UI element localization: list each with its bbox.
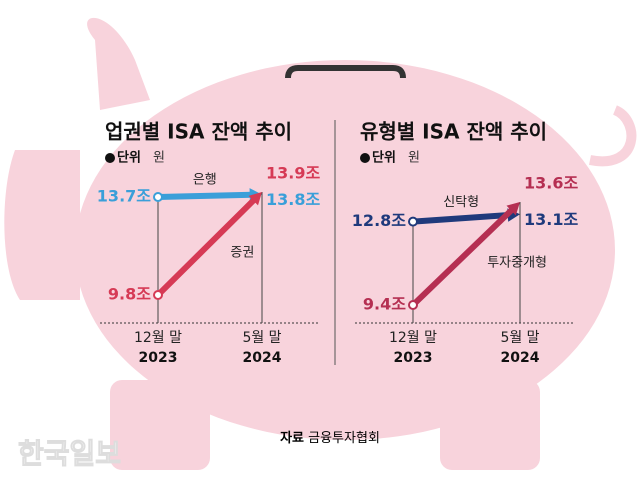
x-tick-label: 12월 말 [389, 330, 437, 346]
start-point [153, 290, 163, 300]
chart-title: 업권별 ISA 잔액 추이 [105, 120, 292, 144]
value-label: 12.8조 [352, 211, 406, 230]
series-line [155, 196, 258, 298]
value-label: 13.9조 [266, 164, 320, 183]
bullet [105, 153, 115, 163]
coin-slot [285, 65, 406, 79]
value-label: 13.1조 [524, 210, 578, 229]
value-label: 9.4조 [363, 295, 406, 314]
x-tick-year: 2023 [394, 350, 433, 366]
value-label: 9.8조 [108, 285, 151, 304]
series-line [157, 191, 253, 201]
x-tick-label: 5월 말 [500, 330, 539, 346]
x-tick-year: 2024 [501, 350, 540, 366]
value-label: 13.7조 [97, 187, 151, 206]
pig-body [75, 60, 615, 440]
unit: 원 [153, 151, 165, 166]
start-point [408, 216, 418, 227]
series-label: 증권 [230, 246, 254, 261]
pig-ear [87, 17, 150, 110]
source: 자료 금융투자협회 [280, 431, 380, 446]
series-label: 은행 [193, 171, 217, 187]
source-label: 자료 [280, 431, 304, 446]
x-tick-label: 12월 말 [134, 330, 182, 346]
chart-title: 유형별 ISA 잔액 추이 [360, 120, 547, 144]
arrowhead [248, 192, 262, 206]
arrowhead [506, 202, 520, 216]
bullet [360, 153, 370, 163]
x-tick-year: 2023 [139, 350, 178, 366]
piggy-bank [4, 17, 637, 470]
value-label: 13.6조 [524, 174, 578, 193]
watermark: 한국일보 [18, 437, 121, 470]
unit-label: 단위 [372, 150, 396, 166]
pig-leg [440, 380, 540, 470]
x-tick-label: 5월 말 [242, 330, 281, 346]
series-label: 신탁형 [443, 195, 479, 210]
series-line [412, 211, 511, 225]
x-tick-year: 2024 [243, 350, 282, 366]
start-point [153, 192, 163, 203]
value-label: 13.8조 [266, 190, 320, 209]
pig-snout [4, 150, 80, 300]
start-point [408, 300, 418, 310]
series-line [410, 206, 516, 308]
unit-label: 단위 [117, 150, 141, 166]
pig-leg [110, 380, 210, 470]
source-name: 금융투자협회 [308, 431, 380, 446]
series-label: 투자중개형 [487, 256, 547, 271]
unit: 원 [408, 151, 420, 166]
pig-tail [589, 105, 637, 167]
